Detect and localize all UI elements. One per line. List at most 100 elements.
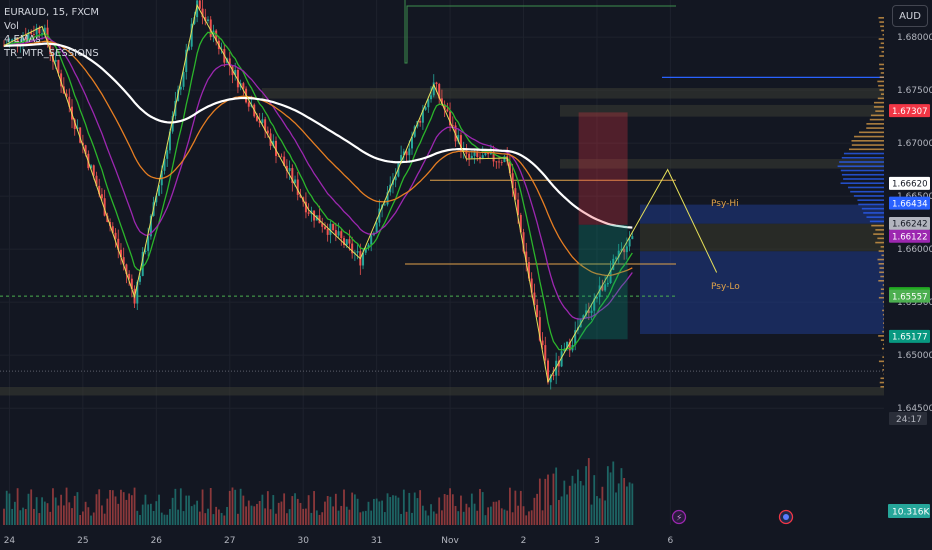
price-label-text: 1.65177 bbox=[892, 333, 928, 343]
volume-bar bbox=[188, 495, 190, 525]
candle-body bbox=[288, 168, 291, 172]
volume-bar bbox=[228, 490, 231, 525]
candle-body bbox=[375, 222, 378, 233]
volume-bar bbox=[479, 488, 481, 525]
profile-bar bbox=[873, 233, 884, 235]
candle-body bbox=[111, 226, 114, 233]
profile-bar bbox=[861, 207, 884, 210]
candle-body bbox=[147, 236, 150, 251]
legend-sessions[interactable]: TR_MTR_SESSIONS bbox=[4, 47, 99, 59]
event-icon-flash[interactable]: ⚡ bbox=[671, 509, 687, 525]
candle-body bbox=[84, 145, 87, 154]
volume-bar bbox=[122, 492, 125, 525]
profile-bar bbox=[851, 140, 884, 142]
candle-body bbox=[332, 223, 335, 230]
volume-bar bbox=[212, 514, 215, 525]
profile-bar bbox=[879, 271, 884, 274]
legend-symbol[interactable]: EURAUD, 15, FXCM bbox=[4, 7, 99, 18]
volume-bar bbox=[277, 502, 280, 525]
candle-body bbox=[307, 212, 310, 214]
volume-bar bbox=[147, 504, 150, 525]
volume-bar bbox=[256, 503, 258, 525]
volume-bar bbox=[90, 515, 92, 525]
candle-body bbox=[560, 351, 563, 367]
event-icon-flag[interactable] bbox=[778, 509, 794, 525]
volume-bar bbox=[84, 501, 87, 525]
volume-bar bbox=[223, 515, 226, 525]
candle-body bbox=[378, 208, 381, 223]
volume-bar bbox=[87, 507, 90, 525]
price-label-text: 1.66242 bbox=[892, 220, 928, 230]
target-zone bbox=[578, 224, 628, 340]
candle-body bbox=[98, 185, 101, 195]
profile-bar bbox=[880, 339, 884, 341]
candle-body bbox=[60, 73, 63, 87]
volume-bar bbox=[125, 499, 128, 525]
candle-body bbox=[117, 238, 120, 250]
volume-bar bbox=[465, 503, 468, 525]
volume-bar bbox=[620, 468, 623, 525]
zigzag-path bbox=[3, 3, 718, 384]
volume-bar bbox=[405, 511, 408, 525]
volume-bar bbox=[149, 503, 152, 525]
volume-bar bbox=[351, 492, 354, 525]
profile-bar bbox=[880, 72, 884, 74]
volume-bar bbox=[511, 512, 514, 525]
volume-bar bbox=[593, 475, 596, 525]
volume-bar bbox=[217, 509, 220, 525]
volume-bar bbox=[43, 501, 46, 525]
profile-bar bbox=[878, 250, 884, 252]
volume-bar bbox=[345, 506, 348, 525]
volume-bar bbox=[364, 510, 367, 525]
candle-body bbox=[530, 278, 533, 293]
candle-body bbox=[364, 247, 367, 253]
volume-profile bbox=[837, 17, 884, 388]
volume-bar bbox=[533, 497, 536, 525]
volume-bar bbox=[296, 498, 299, 525]
candle-body bbox=[538, 317, 541, 341]
candle-body bbox=[122, 257, 125, 265]
profile-bar bbox=[878, 296, 884, 299]
volume-bar bbox=[389, 497, 392, 525]
volume-bar bbox=[375, 498, 378, 525]
profile-bar bbox=[880, 275, 884, 278]
ema-lines bbox=[3, 31, 633, 351]
candle-body bbox=[427, 99, 430, 108]
volume-bar bbox=[430, 504, 432, 525]
legend-vol[interactable]: Vol bbox=[4, 20, 19, 32]
volume-bar bbox=[443, 494, 446, 525]
currency-button[interactable]: AUD bbox=[892, 5, 928, 27]
candle-body bbox=[536, 304, 539, 318]
volume-bar bbox=[582, 485, 585, 525]
volume-bar bbox=[421, 505, 424, 525]
volume-bar bbox=[299, 502, 302, 525]
legend-emas[interactable]: 4 EMAs bbox=[4, 34, 41, 45]
position-tool[interactable] bbox=[578, 112, 628, 340]
candle-body bbox=[49, 43, 52, 54]
candle-body bbox=[266, 130, 269, 134]
candle-body bbox=[405, 151, 408, 156]
volume-bar bbox=[190, 506, 193, 525]
candle-body bbox=[130, 278, 133, 289]
candle-body bbox=[171, 115, 174, 132]
volume-bar bbox=[432, 511, 435, 525]
candle-body bbox=[476, 152, 479, 157]
volume-bar bbox=[117, 503, 120, 525]
profile-bar bbox=[873, 106, 884, 108]
time-axis[interactable]: 24 25 26 27 30 31 Nov 2 3 6 bbox=[0, 528, 932, 550]
profile-bar bbox=[879, 55, 884, 57]
price-labels: 1.67307 1.66620 1.66434 1.66242 1.66122 1.655… bbox=[889, 104, 930, 343]
candle-body bbox=[264, 119, 267, 131]
psy-hi-label: Psy-Hi bbox=[711, 199, 739, 209]
time-tick: 2 bbox=[521, 536, 527, 546]
candle-body bbox=[136, 281, 139, 304]
candle-body bbox=[90, 165, 93, 169]
volume-bar bbox=[378, 501, 381, 525]
profile-bar bbox=[851, 144, 884, 146]
volume-bar bbox=[24, 509, 27, 525]
volume-bar bbox=[353, 494, 356, 525]
candle-body bbox=[628, 239, 631, 247]
candle-body bbox=[383, 204, 386, 206]
profile-bar bbox=[882, 301, 884, 303]
